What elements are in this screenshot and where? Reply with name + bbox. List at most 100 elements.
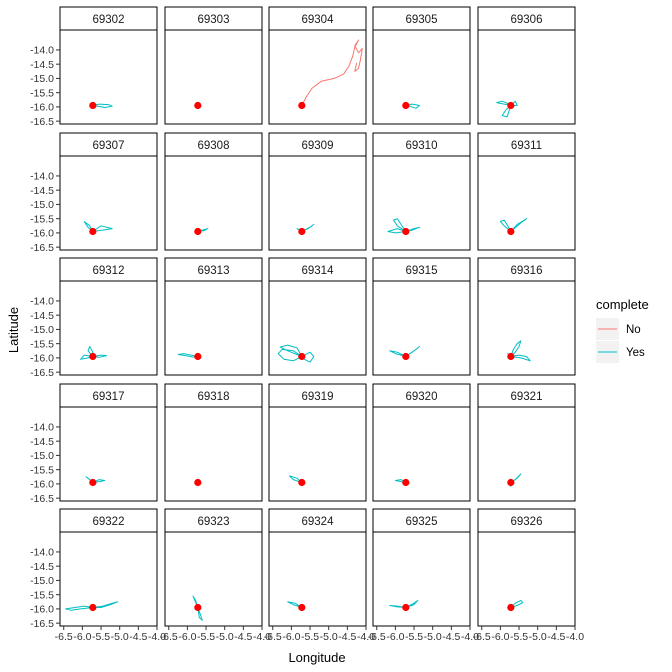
facet-panel-69316: 69316 bbox=[477, 257, 576, 376]
facet-strip-label: 69311 bbox=[511, 140, 542, 152]
release-point bbox=[402, 352, 410, 361]
y-tick-label: -15.0 bbox=[30, 73, 54, 85]
track-line bbox=[510, 599, 524, 608]
x-tick-label: -4.0 bbox=[566, 631, 584, 643]
y-tick-label: -14.0 bbox=[30, 296, 54, 308]
release-point bbox=[194, 101, 202, 110]
y-tick-label: -16.5 bbox=[30, 242, 54, 254]
panel-area bbox=[477, 406, 576, 502]
legend-label: Yes bbox=[626, 347, 645, 359]
panel-area bbox=[268, 280, 367, 376]
panel-area bbox=[268, 406, 367, 502]
x-tick-label: -6.5 bbox=[264, 631, 282, 643]
panel-area bbox=[164, 29, 263, 125]
facet-strip-label: 69317 bbox=[93, 391, 125, 403]
legend-entries: No Yes bbox=[596, 318, 645, 363]
y-tick-label: -15.0 bbox=[30, 324, 54, 336]
release-point bbox=[507, 227, 515, 236]
facet-strip-label: 69304 bbox=[302, 14, 335, 26]
y-tick-label: -15.5 bbox=[30, 464, 54, 476]
y-tick-label: -14.0 bbox=[30, 171, 54, 183]
release-point bbox=[507, 478, 515, 487]
panel-area bbox=[164, 155, 263, 251]
x-tick-label: -6.5 bbox=[55, 631, 73, 643]
track-line bbox=[387, 218, 421, 234]
facet-strip-label: 69318 bbox=[198, 391, 230, 403]
facet-strip-label: 69306 bbox=[511, 14, 543, 26]
release-point bbox=[402, 101, 410, 110]
track-line bbox=[287, 601, 303, 608]
facet-strip-label: 69307 bbox=[93, 140, 125, 152]
legend-entry-yes: Yes bbox=[596, 341, 645, 363]
release-point bbox=[89, 227, 97, 236]
y-tick-label: -16.5 bbox=[30, 618, 54, 630]
facet-panel-69306: 69306 bbox=[477, 6, 576, 125]
panel-area bbox=[59, 531, 158, 627]
panel-area bbox=[477, 155, 576, 251]
facet-panel-69312: 69312 bbox=[59, 257, 158, 376]
x-tick-label: -5.0 bbox=[111, 631, 129, 643]
y-tick-label: -15.5 bbox=[30, 87, 54, 99]
release-point bbox=[89, 478, 97, 487]
y-tick-label: -15.0 bbox=[30, 450, 54, 462]
release-point bbox=[298, 478, 306, 487]
y-tick-label: -14.5 bbox=[30, 561, 54, 573]
release-point bbox=[507, 101, 515, 110]
release-point bbox=[298, 352, 306, 361]
facet-strip-label: 69314 bbox=[302, 265, 335, 277]
release-point bbox=[194, 478, 202, 487]
facet-panel-69311: 69311 bbox=[477, 132, 576, 251]
y-tick-label: -15.5 bbox=[30, 213, 54, 225]
facet-strip-label: 69310 bbox=[406, 140, 438, 152]
track-line bbox=[289, 475, 303, 483]
facet-strip-label: 69308 bbox=[198, 140, 230, 152]
x-tick-label: -5.0 bbox=[216, 631, 234, 643]
y-tick-label: -14.5 bbox=[30, 310, 54, 322]
x-tick-label: -6.0 bbox=[73, 631, 91, 643]
facet-panel-69303: 69303 bbox=[164, 6, 263, 125]
facet-strip-label: 69320 bbox=[406, 391, 438, 403]
legend: complete No Yes bbox=[596, 297, 649, 363]
facet-strip-label: 69322 bbox=[93, 516, 125, 528]
track-line bbox=[277, 344, 315, 363]
panel-area bbox=[477, 280, 576, 376]
panel-area bbox=[59, 155, 158, 251]
x-tick-label: -6.0 bbox=[282, 631, 300, 643]
release-point bbox=[194, 603, 202, 612]
facet-panel-69309: 69309 bbox=[268, 132, 367, 251]
facet-panel-69322: 69322 bbox=[59, 508, 158, 627]
panel-area bbox=[164, 280, 263, 376]
track-line bbox=[496, 100, 518, 118]
x-tick-label: -5.5 bbox=[92, 631, 110, 643]
facet-panel-69326: 69326 bbox=[477, 508, 576, 627]
panel-area bbox=[268, 29, 367, 125]
panel-area bbox=[59, 406, 158, 502]
panel-area bbox=[59, 280, 158, 376]
release-point bbox=[89, 352, 97, 361]
facet-panel-69315: 69315 bbox=[372, 257, 471, 376]
x-tick-label: -4.0 bbox=[253, 631, 271, 643]
x-tick-label: -5.5 bbox=[301, 631, 319, 643]
y-tick-label: -16.0 bbox=[30, 479, 54, 491]
y-tick-label: -15.5 bbox=[30, 589, 54, 601]
panel-area bbox=[268, 155, 367, 251]
track-line bbox=[405, 103, 421, 109]
facet-panel-69318: 69318 bbox=[164, 383, 263, 502]
y-tick-label: -16.0 bbox=[30, 353, 54, 365]
facet-strip-label: 69326 bbox=[511, 516, 543, 528]
panel-area bbox=[372, 531, 471, 627]
facet-panel-69319: 69319 bbox=[268, 383, 367, 502]
facet-strip-label: 69323 bbox=[198, 516, 230, 528]
facet-strip-label: 69309 bbox=[302, 140, 334, 152]
facet-panel-69307: 69307 bbox=[59, 132, 158, 251]
release-point bbox=[507, 603, 515, 612]
facet-strip-label: 69305 bbox=[406, 14, 438, 26]
y-tick-label: -15.0 bbox=[30, 575, 54, 587]
x-tick-label: -6.0 bbox=[178, 631, 196, 643]
axes: -14.0 -14.5 -15.0 -15.5 -16.0 -16.5 -14.0 -14.5… bbox=[30, 45, 584, 643]
y-tick-label: -14.5 bbox=[30, 436, 54, 448]
y-tick-label: -16.0 bbox=[30, 102, 54, 114]
panel-area bbox=[372, 155, 471, 251]
y-tick-label: -16.0 bbox=[30, 604, 54, 616]
release-point bbox=[507, 352, 515, 361]
